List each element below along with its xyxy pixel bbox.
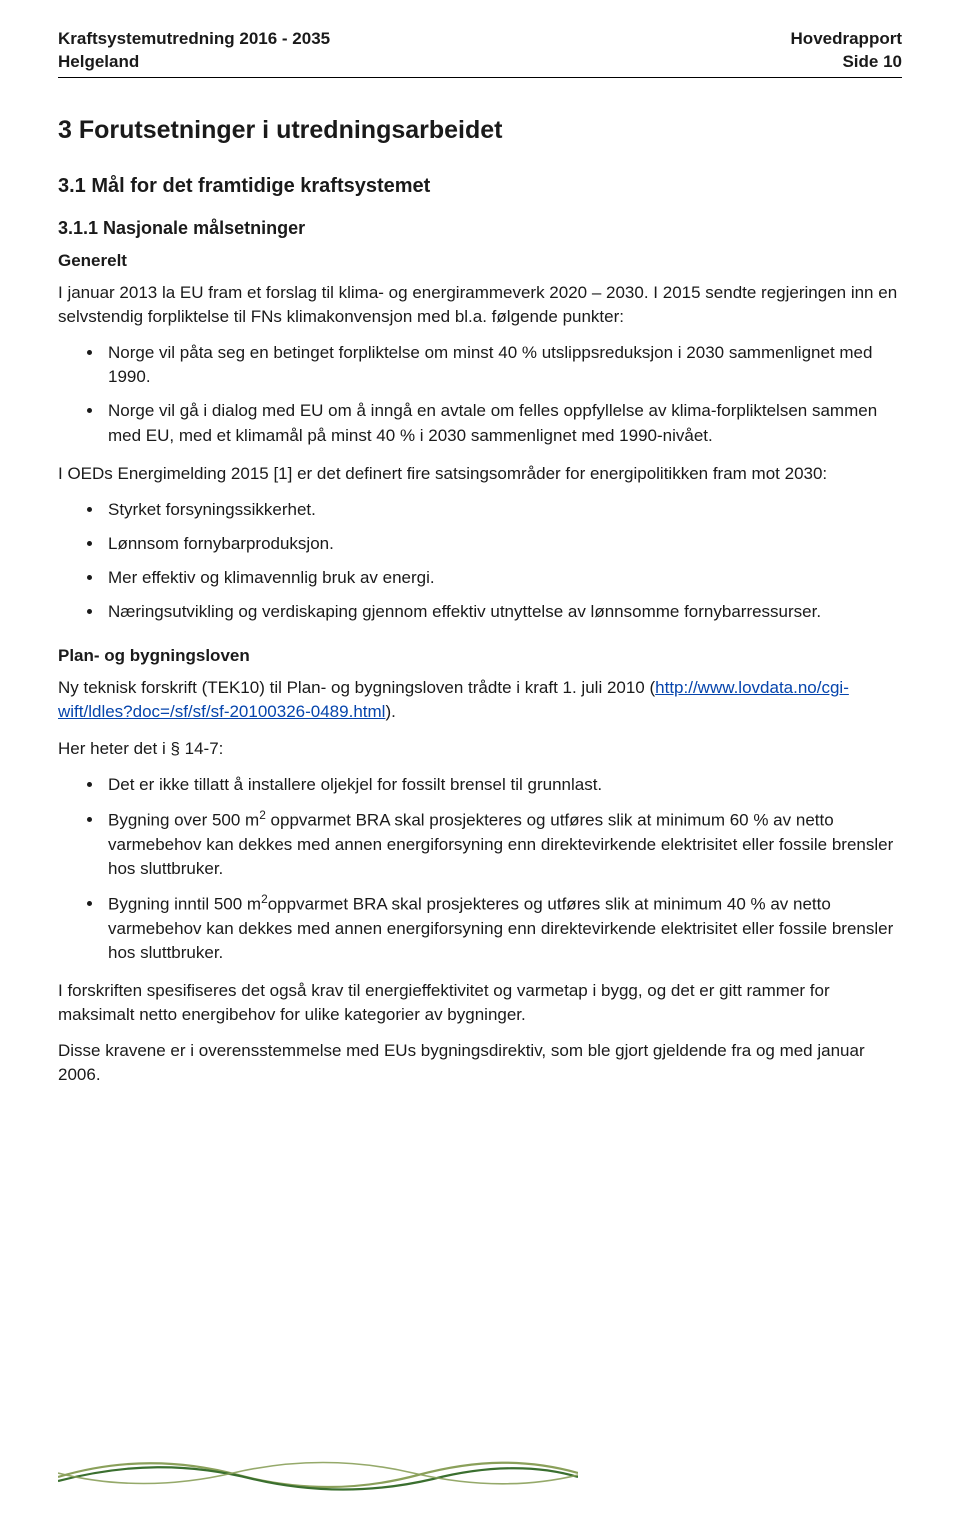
body-paragraph: Disse kravene er i overensstemmelse med …: [58, 1039, 902, 1087]
superscript: 2: [259, 808, 266, 822]
subsection-heading: 3.1 Mål for det framtidige kraftsystemet: [58, 175, 902, 198]
header-page-number: Side 10: [791, 51, 902, 74]
list-item: Bygning inntil 500 m2oppvarmet BRA skal …: [104, 891, 902, 965]
text-run: Bygning over 500 m: [108, 810, 259, 829]
header-subtitle: Helgeland: [58, 51, 330, 74]
list-item: Norge vil påta seg en betinget forplikte…: [104, 341, 902, 389]
section-heading: 3 Forutsetninger i utredningsarbeidet: [58, 116, 902, 145]
bullet-list: Det er ikke tillatt å installere oljekje…: [58, 773, 902, 965]
body-paragraph: I forskriften spesifiseres det også krav…: [58, 979, 902, 1027]
document-page: Kraftsystemutredning 2016 - 2035 Helgela…: [0, 0, 960, 1515]
body-paragraph: Her heter det i § 14-7:: [58, 737, 902, 761]
text-run: Ny teknisk forskrift (TEK10) til Plan- o…: [58, 678, 655, 697]
list-item: Bygning over 500 m2 oppvarmet BRA skal p…: [104, 807, 902, 881]
header-right: Hovedrapport Side 10: [791, 28, 902, 74]
text-run: ).: [385, 702, 395, 721]
paragraph-label-plan: Plan- og bygningsloven: [58, 646, 902, 666]
list-item: Næringsutvikling og verdiskaping gjennom…: [104, 600, 902, 624]
subsubsection-heading: 3.1.1 Nasjonale målsetninger: [58, 218, 902, 239]
list-item: Styrket forsyningssikkerhet.: [104, 498, 902, 522]
list-item: Det er ikke tillatt å installere oljekje…: [104, 773, 902, 797]
page-header: Kraftsystemutredning 2016 - 2035 Helgela…: [58, 28, 902, 74]
footer-wave-graphic: [58, 1453, 578, 1493]
header-title: Kraftsystemutredning 2016 - 2035: [58, 28, 330, 51]
body-paragraph: I januar 2013 la EU fram et forslag til …: [58, 281, 902, 329]
header-report-type: Hovedrapport: [791, 28, 902, 51]
bullet-list: Styrket forsyningssikkerhet. Lønnsom for…: [58, 498, 902, 625]
header-left: Kraftsystemutredning 2016 - 2035 Helgela…: [58, 28, 330, 74]
paragraph-label-generelt: Generelt: [58, 251, 902, 271]
text-run: Bygning inntil 500 m: [108, 894, 261, 913]
header-rule: [58, 77, 902, 78]
bullet-list: Norge vil påta seg en betinget forplikte…: [58, 341, 902, 448]
body-paragraph: Ny teknisk forskrift (TEK10) til Plan- o…: [58, 676, 902, 724]
list-item: Norge vil gå i dialog med EU om å inngå …: [104, 399, 902, 447]
list-item: Mer effektiv og klimavennlig bruk av ene…: [104, 566, 902, 590]
superscript: 2: [261, 892, 268, 906]
list-item: Lønnsom fornybarproduksjon.: [104, 532, 902, 556]
body-paragraph: I OEDs Energimelding 2015 [1] er det def…: [58, 462, 902, 486]
